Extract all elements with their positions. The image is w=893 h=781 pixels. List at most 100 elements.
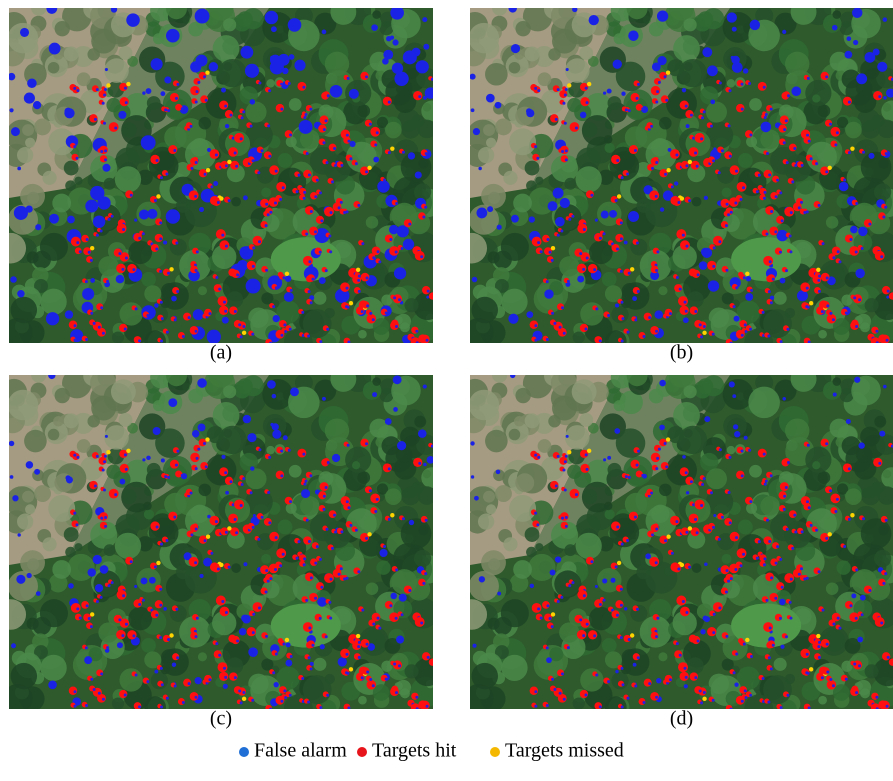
target-edge xyxy=(590,194,593,197)
target-edge xyxy=(582,634,585,637)
target-edge xyxy=(160,176,163,179)
target-edge xyxy=(125,101,128,104)
target-edge xyxy=(208,678,211,681)
target-edge xyxy=(325,528,328,531)
target-edge xyxy=(124,453,127,456)
target-edge xyxy=(826,304,829,307)
target-hit xyxy=(880,335,889,344)
target-hit xyxy=(190,453,199,462)
target-edge xyxy=(156,159,159,162)
target-hit xyxy=(707,627,716,636)
target-missed xyxy=(666,168,670,172)
tree-canopy xyxy=(278,520,293,535)
target-edge xyxy=(268,521,271,524)
tree-canopy xyxy=(231,563,241,573)
false-alarm-patch xyxy=(221,88,226,93)
false-alarm-patch xyxy=(750,20,760,30)
target-edge xyxy=(167,109,170,112)
false-alarm-patch xyxy=(479,576,485,582)
false-alarm-patch xyxy=(614,428,620,434)
target-edge xyxy=(637,656,640,659)
target-hit xyxy=(109,489,119,499)
false-alarm-patch xyxy=(85,200,98,213)
target-edge xyxy=(791,180,794,183)
tree-canopy xyxy=(559,622,579,642)
target-edge xyxy=(160,543,163,546)
target-edge xyxy=(138,603,141,606)
false-alarm-patch xyxy=(700,629,705,634)
target-edge xyxy=(303,197,306,200)
tree-canopy xyxy=(414,550,431,567)
target-edge xyxy=(817,279,820,282)
target-edge xyxy=(194,195,197,198)
tree-canopy xyxy=(746,136,757,147)
target-edge xyxy=(310,667,313,670)
false-alarm-patch xyxy=(26,573,31,578)
target-edge xyxy=(418,95,421,98)
target-edge xyxy=(308,627,311,630)
target-edge xyxy=(534,339,537,342)
false-alarm-patch xyxy=(426,296,429,299)
false-alarm-patch xyxy=(84,656,92,664)
target-edge xyxy=(779,617,782,620)
target-edge xyxy=(218,288,221,291)
target-edge xyxy=(741,449,744,452)
target-hit xyxy=(150,521,159,530)
target-edge xyxy=(682,600,685,603)
false-alarm-patch xyxy=(246,279,261,294)
false-alarm-patch xyxy=(88,568,96,576)
false-alarm-patch xyxy=(68,583,74,589)
target-edge xyxy=(223,301,226,304)
target-edge xyxy=(553,688,556,691)
target-edge xyxy=(408,589,411,592)
tree-canopy xyxy=(104,544,116,556)
false-alarm-patch xyxy=(322,397,326,401)
target-hit xyxy=(320,115,329,124)
target-missed xyxy=(285,272,289,276)
target-edge xyxy=(365,170,368,173)
target-edge xyxy=(372,622,375,625)
target-edge xyxy=(882,582,885,585)
tree-canopy xyxy=(104,178,116,190)
tree-canopy xyxy=(513,560,532,579)
target-edge xyxy=(383,545,386,548)
target-edge xyxy=(160,301,163,304)
target-edge xyxy=(241,116,244,119)
target-edge xyxy=(885,519,888,522)
target-edge xyxy=(346,500,349,503)
false-alarm-patch xyxy=(703,616,708,621)
target-edge xyxy=(415,696,418,699)
tree-canopy xyxy=(34,485,51,502)
target-edge xyxy=(372,318,375,321)
target-edge xyxy=(258,240,261,243)
false-alarm-patch xyxy=(222,317,229,324)
tree-canopy xyxy=(401,518,432,549)
tree-canopy xyxy=(501,655,527,681)
target-edge xyxy=(832,318,835,321)
target-edge xyxy=(154,199,157,202)
target-edge xyxy=(374,510,377,513)
tree-canopy xyxy=(469,571,499,601)
target-missed xyxy=(356,268,360,272)
target-edge xyxy=(697,640,700,643)
target-edge xyxy=(426,705,429,708)
target-edge xyxy=(196,457,199,460)
false-alarm-patch xyxy=(196,55,208,67)
target-edge xyxy=(358,275,361,278)
target-edge xyxy=(290,289,293,292)
target-hit xyxy=(219,101,228,110)
target-edge xyxy=(741,334,744,337)
false-alarm-patch xyxy=(855,269,864,278)
tree-canopy xyxy=(457,233,488,264)
target-edge xyxy=(258,448,261,451)
tree-canopy xyxy=(861,487,880,506)
target-edge xyxy=(334,164,337,167)
false-alarm-patch xyxy=(286,642,291,647)
target-edge xyxy=(175,97,178,100)
tree-canopy xyxy=(471,297,498,324)
target-edge xyxy=(780,706,783,709)
false-alarm-patch xyxy=(729,381,735,387)
target-edge xyxy=(786,161,789,164)
false-alarm-patch xyxy=(322,30,327,35)
target-missed xyxy=(356,634,360,638)
